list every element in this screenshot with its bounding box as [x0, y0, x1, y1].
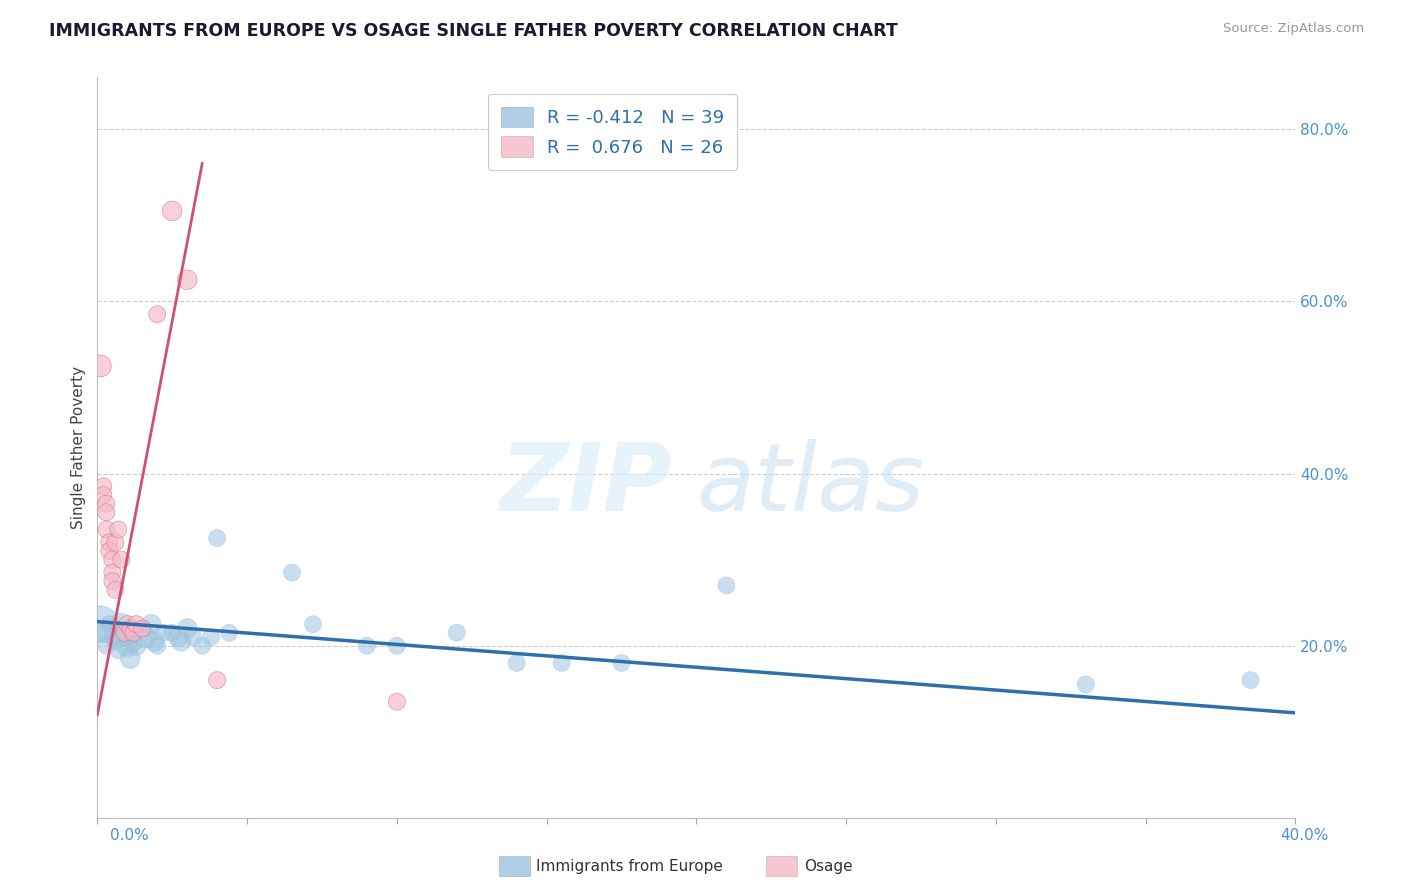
Text: IMMIGRANTS FROM EUROPE VS OSAGE SINGLE FATHER POVERTY CORRELATION CHART: IMMIGRANTS FROM EUROPE VS OSAGE SINGLE F…: [49, 22, 898, 40]
Point: [167, 630, 190, 644]
Point: [120, 622, 142, 636]
Point: [101, 552, 124, 566]
Point: [98, 535, 121, 549]
Point: [101, 566, 124, 580]
Point: [107, 523, 129, 537]
Text: Osage: Osage: [804, 859, 853, 873]
Point: [302, 617, 325, 632]
Point: [93, 488, 115, 502]
Point: [93, 479, 115, 493]
Point: [125, 639, 148, 653]
Point: [89, 617, 111, 632]
Point: [356, 639, 378, 653]
Point: [281, 566, 304, 580]
Point: [176, 622, 198, 636]
Point: [93, 625, 115, 640]
Point: [505, 656, 527, 670]
Point: [110, 617, 132, 632]
Point: [112, 630, 135, 644]
Point: [112, 625, 135, 640]
Point: [205, 673, 228, 688]
Point: [98, 617, 121, 632]
Point: [131, 622, 153, 636]
Point: [160, 625, 183, 640]
Legend: R = -0.412   N = 39, R =  0.676   N = 26: R = -0.412 N = 39, R = 0.676 N = 26: [488, 94, 737, 169]
Point: [152, 625, 174, 640]
Text: Immigrants from Europe: Immigrants from Europe: [536, 859, 723, 873]
Point: [117, 639, 139, 653]
Point: [385, 639, 408, 653]
Y-axis label: Single Father Poverty: Single Father Poverty: [72, 366, 86, 529]
Point: [205, 531, 228, 545]
Point: [146, 639, 169, 653]
Point: [96, 497, 118, 511]
Point: [181, 630, 204, 644]
Text: 40.0%: 40.0%: [1281, 828, 1329, 843]
Point: [104, 535, 127, 549]
Point: [131, 622, 153, 636]
Point: [104, 582, 127, 597]
Point: [104, 634, 127, 648]
Point: [98, 544, 121, 558]
Point: [610, 656, 633, 670]
Point: [122, 634, 145, 648]
Text: ZIP: ZIP: [499, 439, 672, 531]
Point: [550, 656, 572, 670]
Point: [218, 625, 240, 640]
Point: [176, 273, 198, 287]
Text: atlas: atlas: [696, 439, 925, 530]
Point: [141, 617, 163, 632]
Point: [96, 639, 118, 653]
Point: [125, 617, 148, 632]
Point: [110, 552, 132, 566]
Point: [134, 630, 156, 644]
Point: [200, 630, 222, 644]
Point: [101, 630, 124, 644]
Point: [146, 307, 169, 321]
Point: [170, 634, 193, 648]
Point: [122, 625, 145, 640]
Point: [89, 359, 111, 373]
Point: [117, 617, 139, 632]
Point: [191, 639, 214, 653]
Point: [385, 695, 408, 709]
Point: [120, 651, 142, 665]
Point: [160, 203, 183, 218]
Point: [1074, 677, 1097, 691]
Text: Source: ZipAtlas.com: Source: ZipAtlas.com: [1223, 22, 1364, 36]
Point: [107, 643, 129, 657]
Point: [96, 523, 118, 537]
Text: 0.0%: 0.0%: [110, 828, 149, 843]
Point: [96, 505, 118, 519]
Point: [143, 634, 166, 648]
Point: [446, 625, 468, 640]
Point: [716, 578, 738, 592]
Point: [1239, 673, 1261, 688]
Point: [101, 574, 124, 589]
